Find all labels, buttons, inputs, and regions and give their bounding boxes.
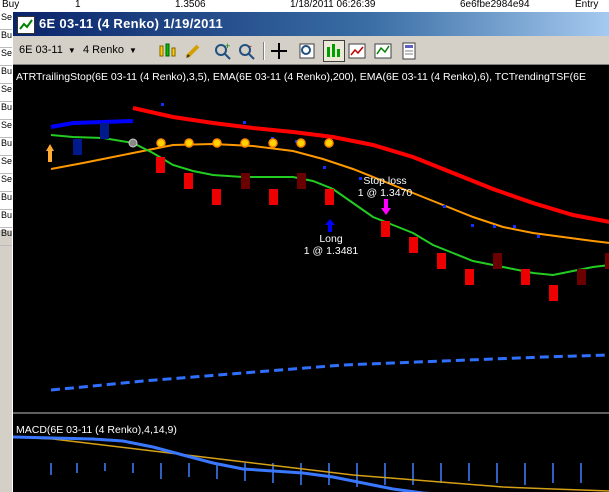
long-entry-label: Long xyxy=(319,233,343,245)
spreadsheet-row-label: Bu xyxy=(0,192,12,210)
bar-style-icon[interactable] xyxy=(157,41,177,61)
spreadsheet-row-label: Se xyxy=(0,12,12,30)
spreadsheet-row-label: Bu xyxy=(0,30,12,48)
chevron-down-icon: ▼ xyxy=(67,46,76,55)
spreadsheet-row-label: Bu xyxy=(0,66,12,84)
long-term-dashed-line xyxy=(50,353,609,392)
chart-window-icon xyxy=(17,16,35,34)
cell-qty: 1 xyxy=(75,0,81,10)
renko-brick xyxy=(269,189,278,205)
trend-signal-dot-grey xyxy=(128,138,138,148)
spreadsheet-row-label: Se xyxy=(0,120,12,138)
crosshair-icon[interactable] xyxy=(269,41,289,61)
renko-brick xyxy=(493,253,502,269)
indicators-icon[interactable] xyxy=(373,41,393,61)
pencil-icon[interactable] xyxy=(183,41,203,61)
spreadsheet-row-labels: Se Bu Se Bu Se Bu Se Bu Se Se Bu Bu Bu xyxy=(0,12,13,246)
chart-window[interactable]: 6E 03-11 (4 Renko) 1/19/2011 6E 03-11 ▼ 4… xyxy=(12,12,609,492)
renko-brick xyxy=(577,269,586,285)
zoom-out-icon[interactable]: - xyxy=(237,41,257,61)
price-indicator-label: ATRTrailingStop(6E 03-11 (4 Renko),3,5),… xyxy=(16,71,586,83)
spreadsheet-row-label: Se xyxy=(0,84,12,102)
spreadsheet-row-label: Bu xyxy=(0,102,12,120)
chart-trader-icon[interactable] xyxy=(323,40,345,62)
spreadsheet-row-label: Se xyxy=(0,156,12,174)
renko-brick xyxy=(325,189,334,205)
spreadsheet-row-label: Bu xyxy=(0,138,12,156)
renko-brick xyxy=(381,221,390,237)
spreadsheet-row-label: Se xyxy=(0,48,12,66)
exit-price: 1 @ 1.3470 xyxy=(358,187,413,199)
renko-brick xyxy=(184,173,193,189)
spreadsheet-row-label: Se xyxy=(0,174,12,192)
exit-marker xyxy=(381,199,391,215)
renko-brick xyxy=(73,139,82,155)
instrument-selector[interactable]: 6E 03-11 ▼ xyxy=(19,41,79,59)
cell-action: Buy xyxy=(2,0,20,10)
window-title: 6E 03-11 (4 Renko) 1/19/2011 xyxy=(39,16,224,31)
svg-text:-: - xyxy=(249,41,252,51)
cell-type: Entry xyxy=(575,0,599,10)
macd-line xyxy=(13,435,431,492)
renko-brick xyxy=(549,285,558,301)
magnifier-icon[interactable] xyxy=(297,41,317,61)
renko-brick xyxy=(521,269,530,285)
long-entry-price: 1 @ 1.3481 xyxy=(304,245,359,257)
zoom-in-icon[interactable]: + xyxy=(213,41,233,61)
renko-brick xyxy=(409,237,418,253)
chevron-down-icon: ▼ xyxy=(128,46,137,55)
atr-stop-line xyxy=(50,119,134,129)
long-entry-marker xyxy=(325,219,335,232)
renko-brick xyxy=(156,157,165,173)
cell-price: 1.3506 xyxy=(175,0,206,10)
macd-avg-line xyxy=(13,436,609,492)
chart-toolbar: 6E 03-11 ▼ 4 Renko ▼ + - xyxy=(13,38,609,65)
signal-up-arrow xyxy=(46,144,54,162)
renko-brick xyxy=(100,123,109,139)
cell-time: 1/18/2011 06:26:39 xyxy=(290,0,376,10)
toolbar-separator xyxy=(263,42,265,60)
renko-brick xyxy=(465,269,474,285)
period-selector[interactable]: 4 Renko ▼ xyxy=(83,41,153,59)
spreadsheet-row-label: Bu xyxy=(0,210,12,228)
svg-text:+: + xyxy=(225,41,230,51)
renko-brick xyxy=(297,173,306,189)
chart-area[interactable]: ATRTrailingStop(6E 03-11 (4 Renko),3,5),… xyxy=(13,65,609,492)
ema200-line xyxy=(132,106,609,224)
trend-signal-dots xyxy=(156,138,334,148)
renko-brick xyxy=(241,173,250,189)
renko-brick xyxy=(605,253,609,269)
cell-id: 6e6fbe2984e94 xyxy=(460,0,530,10)
chart-canvas[interactable]: ATRTrailingStop(6E 03-11 (4 Renko),3,5),… xyxy=(13,65,609,492)
instrument-selector-value: 6E 03-11 xyxy=(19,44,63,56)
spreadsheet-row-label: Bu xyxy=(0,228,12,246)
macd-label: MACD(6E 03-11 (4 Renko),4,14,9) xyxy=(16,424,177,436)
renko-brick xyxy=(437,253,446,269)
exit-label: Stop loss xyxy=(363,175,406,187)
strategies-icon[interactable] xyxy=(347,41,367,61)
period-selector-value: 4 Renko xyxy=(83,44,124,56)
data-box-icon[interactable] xyxy=(399,41,419,61)
renko-brick xyxy=(212,189,221,205)
title-bar[interactable]: 6E 03-11 (4 Renko) 1/19/2011 xyxy=(13,12,609,36)
tsf-line xyxy=(50,142,609,244)
renko-bricks xyxy=(73,123,609,301)
